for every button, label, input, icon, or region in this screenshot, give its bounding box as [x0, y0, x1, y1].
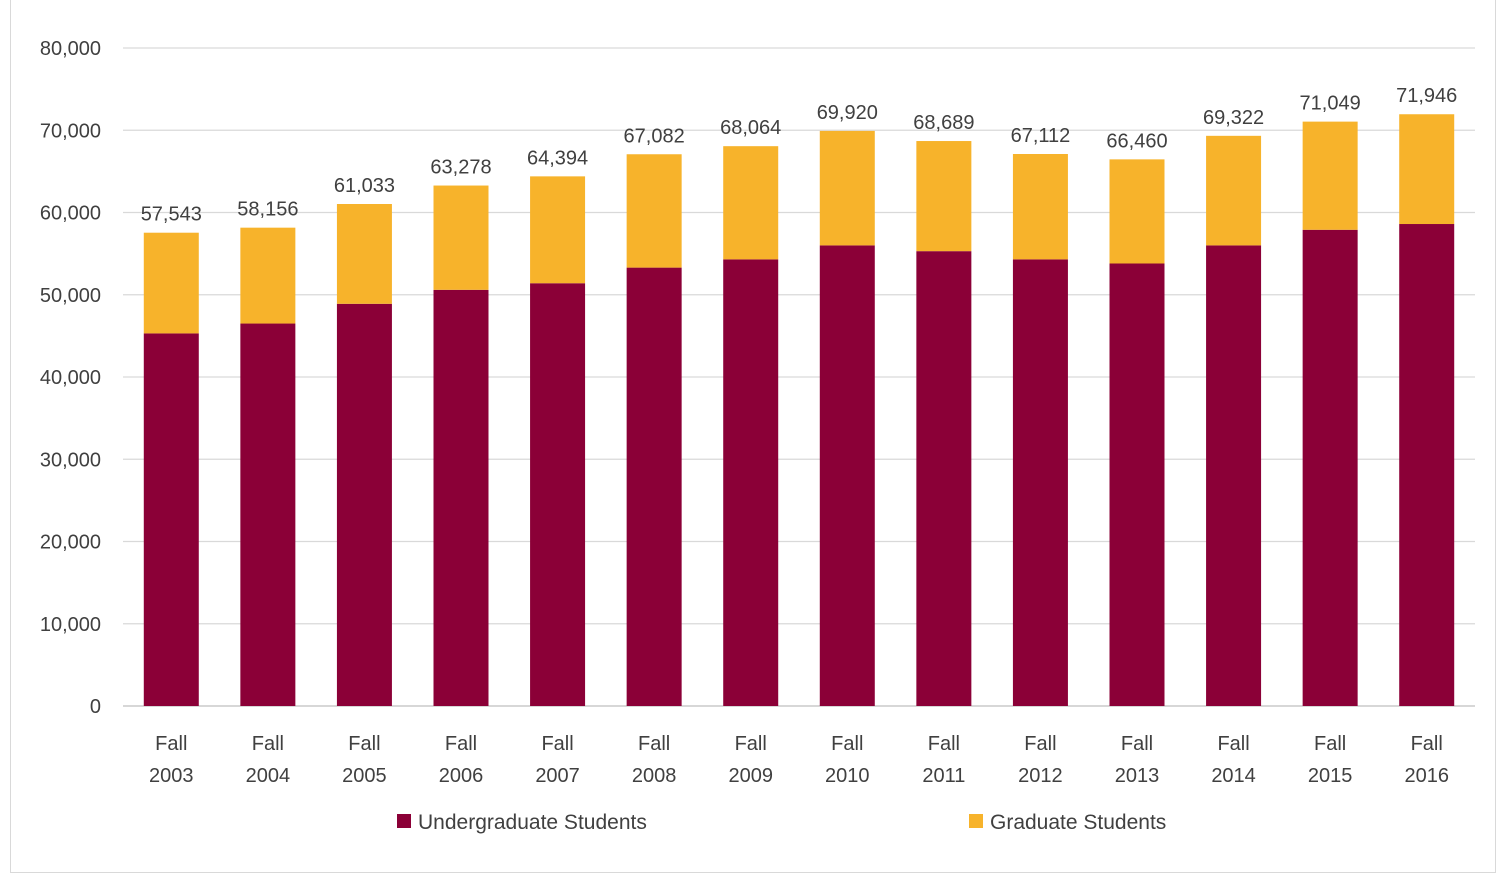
x-tick-label-line2: 2014	[1211, 765, 1256, 787]
total-label: 71,946	[1396, 85, 1457, 107]
graduate-bar	[240, 227, 296, 324]
x-tick-label-line2: 2013	[1115, 765, 1160, 787]
y-tick-label: 10,000	[40, 614, 101, 636]
x-tick-label-line1: Fall	[1024, 733, 1056, 755]
x-tick-label-line2: 2003	[149, 765, 194, 787]
y-tick-label: 20,000	[40, 532, 101, 554]
total-label: 64,394	[527, 147, 588, 169]
x-tick-label-line1: Fall	[445, 733, 477, 755]
x-tick-label-line2: 2006	[439, 765, 484, 787]
graduate-bar	[1399, 114, 1455, 225]
y-tick-label: 40,000	[40, 367, 101, 389]
legend-swatch-undergraduate	[397, 814, 411, 828]
total-label: 68,689	[913, 112, 974, 134]
x-tick-label-line1: Fall	[348, 733, 380, 755]
x-tick-label-line2: 2012	[1018, 765, 1063, 787]
undergraduate-bar	[1012, 259, 1068, 706]
total-labels: 57,543 58,156 61,033 63,278 64,394 67,082 68,0…	[141, 85, 1458, 225]
total-label: 69,322	[1203, 107, 1264, 129]
graduate-bar	[819, 130, 875, 246]
x-tick-label-line2: 2015	[1308, 765, 1353, 787]
graduate-bar	[433, 185, 489, 290]
total-label: 71,049	[1300, 93, 1361, 115]
x-tick-label-line1: Fall	[1314, 733, 1346, 755]
undergraduate-bar	[336, 303, 392, 706]
enrollment-stacked-bar-chart: 0 10,000 20,000 30,000 40,000 50,000 60,000 70,…	[40, 38, 1475, 834]
x-tick-label-line1: Fall	[155, 733, 187, 755]
x-tick-label-line1: Fall	[928, 733, 960, 755]
x-tick-label-line2: 2010	[825, 765, 870, 787]
legend-swatch-graduate	[969, 814, 983, 828]
gridlines	[123, 47, 1475, 707]
total-label: 67,112	[1011, 125, 1071, 147]
y-tick-label: 30,000	[40, 449, 101, 471]
undergraduate-bar	[1302, 229, 1358, 706]
graduate-bar	[530, 176, 586, 284]
graduate-bar	[1302, 121, 1358, 230]
x-tick-label-line1: Fall	[541, 733, 573, 755]
legend-label-graduate: Graduate Students	[990, 811, 1166, 834]
chart-frame: 0 10,000 20,000 30,000 40,000 50,000 60,000 70,…	[10, 0, 1496, 873]
legend: Undergraduate Students Graduate Students	[397, 811, 1166, 834]
x-tick-label-line2: 2016	[1404, 765, 1449, 787]
total-label: 66,460	[1106, 130, 1167, 152]
total-label: 67,082	[624, 125, 685, 147]
total-label: 61,033	[334, 175, 395, 197]
y-tick-label: 50,000	[40, 285, 101, 307]
total-label: 63,278	[430, 157, 491, 179]
x-tick-label-line2: 2008	[632, 765, 677, 787]
x-tick-label-line2: 2011	[922, 765, 965, 787]
y-tick-label: 0	[90, 696, 101, 718]
graduate-bar	[723, 146, 779, 260]
undergraduate-bar	[1206, 245, 1262, 706]
x-tick-label-line1: Fall	[735, 733, 767, 755]
total-label: 69,920	[817, 102, 878, 124]
y-tick-label: 80,000	[40, 38, 101, 60]
graduate-bar	[1012, 154, 1068, 260]
x-tick-label-line1: Fall	[831, 733, 863, 755]
graduate-bar	[1206, 135, 1262, 246]
graduate-bar	[143, 232, 199, 334]
undergraduate-bar	[433, 289, 489, 706]
graduate-bar	[1109, 159, 1165, 264]
undergraduate-bar	[1109, 263, 1165, 706]
total-label: 57,543	[141, 204, 202, 226]
undergraduate-bar	[240, 323, 296, 706]
x-tick-label-line1: Fall	[252, 733, 284, 755]
bars	[143, 114, 1455, 706]
graduate-bar	[626, 154, 682, 268]
graduate-bar	[336, 204, 392, 304]
undergraduate-bar	[1399, 224, 1455, 706]
y-axis: 0 10,000 20,000 30,000 40,000 50,000 60,000 70,…	[40, 38, 101, 718]
x-tick-label-line2: 2004	[246, 765, 291, 787]
undergraduate-bar	[723, 259, 779, 706]
graduate-bar	[916, 141, 972, 252]
y-tick-label: 60,000	[40, 203, 101, 225]
undergraduate-bar	[530, 283, 586, 706]
legend-label-undergraduate: Undergraduate Students	[418, 811, 647, 834]
undergraduate-bar	[626, 267, 682, 706]
x-axis: Fall 2003 Fall 2004 Fall 2005 Fall 2006 Fall 2007…	[149, 733, 1449, 787]
undergraduate-bar	[916, 251, 972, 706]
y-tick-label: 70,000	[40, 120, 101, 142]
total-label: 68,064	[720, 117, 781, 139]
x-tick-label-line1: Fall	[1121, 733, 1153, 755]
total-label: 58,156	[237, 199, 298, 221]
undergraduate-bar	[819, 245, 875, 706]
undergraduate-bar	[143, 333, 199, 706]
x-tick-label-line1: Fall	[638, 733, 670, 755]
x-tick-label-line1: Fall	[1411, 733, 1443, 755]
x-tick-label-line2: 2005	[342, 765, 387, 787]
x-tick-label-line2: 2007	[535, 765, 580, 787]
x-tick-label-line2: 2009	[728, 765, 773, 787]
x-tick-label-line1: Fall	[1217, 733, 1249, 755]
